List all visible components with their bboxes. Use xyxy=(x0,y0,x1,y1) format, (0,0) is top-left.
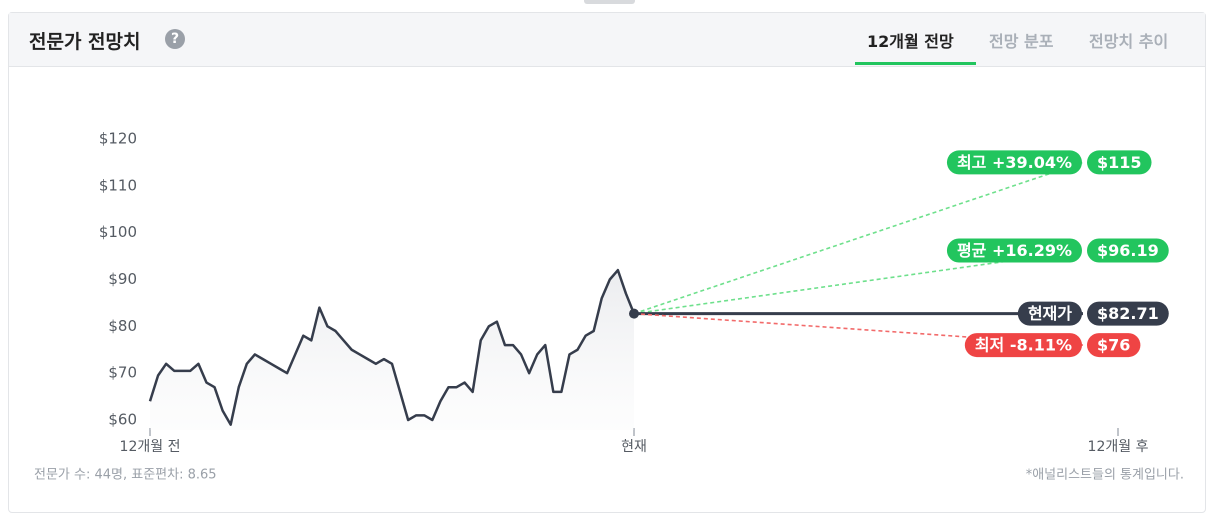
forecast-value-bg xyxy=(1087,150,1152,175)
tab[interactable]: 12개월 전망 xyxy=(867,32,954,51)
forecast-line xyxy=(633,249,1084,315)
tab[interactable]: 전망 분포 xyxy=(989,32,1054,51)
forecast-label-bg xyxy=(946,238,1082,263)
forecast-label: 최고 +39.04% xyxy=(957,153,1072,172)
forecast-line xyxy=(633,161,1084,315)
forecast-value-bg xyxy=(1087,333,1141,358)
y-tick-label: $80 xyxy=(108,317,137,335)
current-dot xyxy=(629,308,639,319)
forecast-label: 최저 -8.11% xyxy=(975,336,1072,355)
y-tick-label: $120 xyxy=(99,130,137,148)
forecast-value: $96.19 xyxy=(1097,241,1159,260)
tab-indicator xyxy=(855,62,976,65)
x-tick-label: 12개월 전 xyxy=(120,439,181,455)
forecast-label-bg xyxy=(946,150,1082,175)
x-tick-label: 12개월 후 xyxy=(1088,439,1149,455)
forecast-label-bg xyxy=(964,333,1082,358)
forecast-line xyxy=(633,312,1084,346)
forecast-value: $82.71 xyxy=(1097,304,1159,323)
x-tick-label: 현재 xyxy=(621,439,647,455)
forecast-label: 현재가 xyxy=(1028,304,1072,323)
footer-left: 전문가 수: 44명, 표준편차: 8.65 xyxy=(34,468,217,483)
header: 전문가 전망치 ? 12개월 전망 전망 분포 전망치 추이 xyxy=(9,13,1205,67)
price-line xyxy=(148,268,636,426)
drag-handle[interactable] xyxy=(584,0,635,4)
forecast-value-bg xyxy=(1087,238,1169,263)
forecast-label-bg xyxy=(1017,301,1082,326)
forecast-value-bg xyxy=(1087,301,1169,326)
y-tick-label: $110 xyxy=(99,176,137,194)
y-tick-label: $60 xyxy=(108,411,137,429)
forecast-value: $115 xyxy=(1097,153,1142,172)
y-tick-label: $100 xyxy=(99,223,137,241)
forecast-label: 평균 +16.29% xyxy=(957,241,1072,260)
tab[interactable]: 전망치 추이 xyxy=(1089,32,1169,51)
forecast-value: $76 xyxy=(1097,336,1130,355)
help-icon[interactable]: ? xyxy=(165,29,185,49)
title: 전문가 전망치 xyxy=(29,31,141,53)
y-tick-label: $70 xyxy=(108,364,137,382)
footer-right: *애널리스트들의 통계입니다. xyxy=(1026,468,1184,483)
price-area xyxy=(150,270,634,430)
y-tick-label: $90 xyxy=(108,270,137,288)
